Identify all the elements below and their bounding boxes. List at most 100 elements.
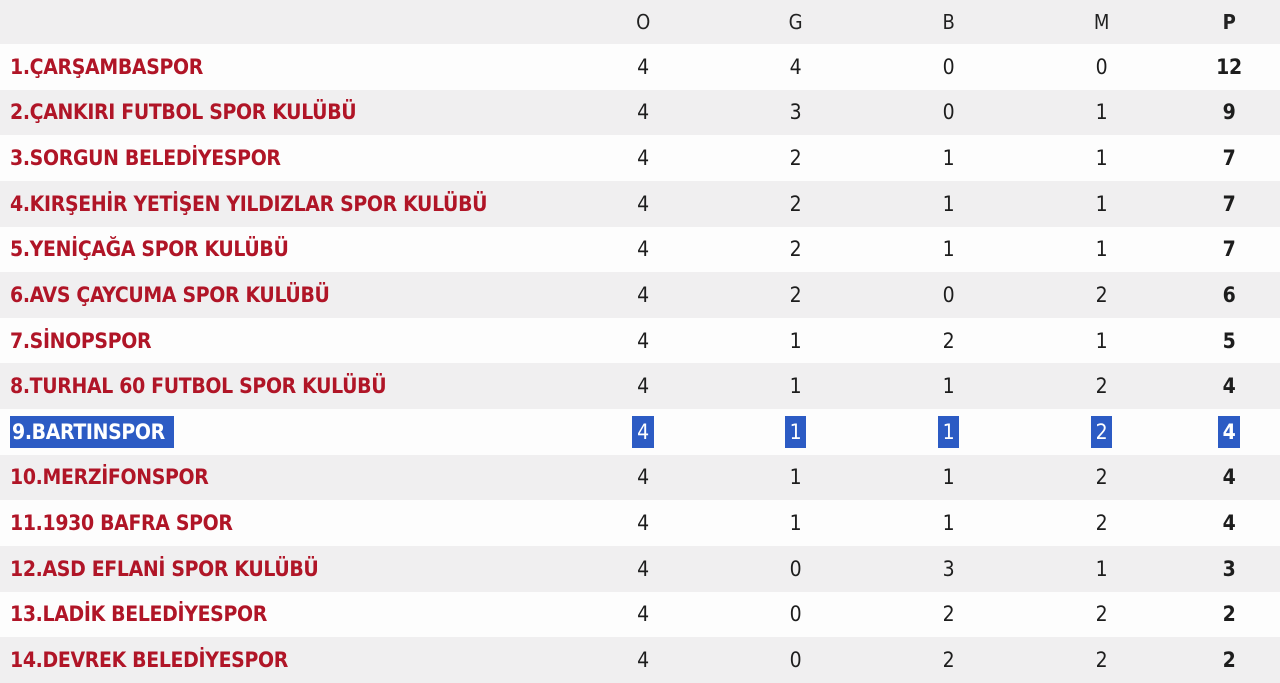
stat-losses-value: 2: [1095, 374, 1108, 399]
team-name: 6.AVS ÇAYCUMA SPOR KULÜBÜ: [10, 282, 330, 307]
stat-points-value: 4: [1217, 415, 1241, 448]
stat-wins-value: 2: [789, 282, 802, 307]
stat-wins: 0: [719, 648, 872, 672]
stat-losses: 0: [1025, 55, 1178, 79]
stat-draws: 1: [872, 146, 1025, 170]
team-name: 5.YENİÇAĞA SPOR KULÜBÜ: [10, 237, 289, 262]
stat-points-value: 7: [1222, 146, 1236, 171]
stat-draws: 1: [872, 374, 1025, 398]
stat-draws-value: 1: [937, 415, 960, 448]
stat-wins-value: 2: [789, 146, 802, 171]
team-name: 8.TURHAL 60 FUTBOL SPOR KULÜBÜ: [10, 374, 387, 399]
team-name: 11.1930 BAFRA SPOR: [10, 511, 233, 536]
team-name-cell[interactable]: 2.ÇANKIRI FUTBOL SPOR KULÜBÜ: [0, 100, 567, 124]
stat-draws: 1: [872, 465, 1025, 489]
stat-draws-value: 0: [942, 54, 955, 79]
stat-wins: 2: [719, 283, 872, 307]
stat-wins: 3: [719, 100, 872, 124]
stat-losses-value: 0: [1095, 54, 1108, 79]
stat-points: 2: [1178, 648, 1280, 672]
team-name-cell[interactable]: 4.KIRŞEHİR YETİŞEN YILDIZLAR SPOR KULÜBÜ: [0, 192, 567, 216]
stat-played: 4: [567, 602, 719, 626]
table-row: 3.SORGUN BELEDİYESPOR 4 2 1 1 7: [0, 135, 1280, 181]
stat-played-value: 4: [637, 100, 649, 125]
table-row: 12.ASD EFLANİ SPOR KULÜBÜ 4 0 3 1 3: [0, 545, 1280, 592]
stat-draws: 0: [872, 100, 1025, 124]
table-row: 14.DEVREK BELEDİYESPOR 4 0 2 2 2: [0, 637, 1280, 683]
stat-losses: 2: [1025, 648, 1178, 672]
stat-losses-value: 2: [1095, 511, 1108, 536]
stat-wins: 2: [719, 192, 872, 216]
team-name-cell[interactable]: 3.SORGUN BELEDİYESPOR: [0, 146, 567, 170]
stat-wins-value: 1: [784, 415, 807, 448]
stat-draws-value: 3: [942, 556, 955, 581]
stat-losses-value: 1: [1095, 237, 1108, 262]
team-name: 10.MERZİFONSPOR: [10, 465, 209, 490]
stat-wins: 2: [719, 237, 872, 261]
stat-draws: 2: [872, 329, 1025, 353]
team-name-cell[interactable]: 5.YENİÇAĞA SPOR KULÜBÜ: [0, 237, 567, 261]
header-col-points: P: [1222, 10, 1236, 34]
stat-played: 4: [567, 648, 719, 672]
stat-played: 4: [567, 374, 719, 398]
stat-wins-value: 4: [789, 54, 802, 79]
stat-played-value: 4: [632, 415, 654, 448]
team-name: 14.DEVREK BELEDİYESPOR: [10, 647, 288, 672]
stat-wins: 1: [719, 415, 872, 448]
table-body: 1.ÇARŞAMBASPOR 4 4 0 0 12 2.ÇANKIRI FUTB…: [0, 44, 1280, 683]
stat-losses: 2: [1025, 511, 1178, 535]
stat-points: 4: [1178, 415, 1280, 448]
team-name-cell[interactable]: 11.1930 BAFRA SPOR: [0, 511, 567, 535]
table-row: 5.YENİÇAĞA SPOR KULÜBÜ 4 2 1 1 7: [0, 226, 1280, 273]
team-name: 4.KIRŞEHİR YETİŞEN YILDIZLAR SPOR KULÜBÜ: [10, 191, 488, 216]
stat-points: 6: [1178, 283, 1280, 307]
stat-losses-value: 1: [1095, 328, 1108, 353]
stat-played-value: 4: [637, 237, 649, 262]
team-name-cell[interactable]: 1.ÇARŞAMBASPOR: [0, 55, 567, 79]
stat-points: 7: [1178, 237, 1280, 261]
stat-points-value: 12: [1216, 54, 1242, 79]
team-name-cell[interactable]: 14.DEVREK BELEDİYESPOR: [0, 648, 567, 672]
stat-draws-value: 1: [942, 374, 955, 399]
stat-points-value: 5: [1222, 328, 1236, 353]
stat-played: 4: [567, 283, 719, 307]
team-name-cell[interactable]: 10.MERZİFONSPOR: [0, 465, 567, 489]
team-name-cell[interactable]: 12.ASD EFLANİ SPOR KULÜBÜ: [0, 557, 567, 581]
stat-played-value: 4: [637, 146, 649, 171]
stat-wins-value: 1: [789, 465, 802, 490]
stat-points-value: 4: [1222, 511, 1236, 536]
stat-played-value: 4: [637, 647, 649, 672]
stat-points-value: 6: [1222, 282, 1236, 307]
header-col-wins: G: [788, 10, 803, 34]
stat-played: 4: [567, 55, 719, 79]
stat-points-value: 7: [1222, 237, 1236, 262]
stat-points: 4: [1178, 374, 1280, 398]
table-row: 8.TURHAL 60 FUTBOL SPOR KULÜBÜ 4 1 1 2 4: [0, 363, 1280, 409]
team-name-cell[interactable]: 9.BARTINSPOR: [0, 415, 567, 448]
header-col-losses: M: [1093, 10, 1110, 34]
stat-losses-value: 1: [1095, 100, 1108, 125]
stat-points-value: 9: [1222, 100, 1236, 125]
stat-points: 4: [1178, 511, 1280, 535]
team-name-cell[interactable]: 13.LADİK BELEDİYESPOR: [0, 602, 567, 626]
stat-draws-value: 1: [942, 146, 955, 171]
table-row: 9.BARTINSPOR 4 1 1 2 4: [0, 409, 1280, 455]
table-row: 2.ÇANKIRI FUTBOL SPOR KULÜBÜ 4 3 0 1 9: [0, 89, 1280, 136]
team-name-cell[interactable]: 7.SİNOPSPOR: [0, 329, 567, 353]
team-name-cell[interactable]: 8.TURHAL 60 FUTBOL SPOR KULÜBÜ: [0, 374, 567, 398]
stat-draws: 0: [872, 55, 1025, 79]
team-name: 7.SİNOPSPOR: [10, 328, 152, 353]
stat-draws-value: 2: [942, 328, 955, 353]
stat-draws-value: 1: [942, 237, 955, 262]
team-name: 12.ASD EFLANİ SPOR KULÜBÜ: [10, 556, 319, 581]
table-row: 7.SİNOPSPOR 4 1 2 1 5: [0, 317, 1280, 364]
stat-points-value: 7: [1222, 191, 1236, 216]
stat-draws-value: 1: [942, 191, 955, 216]
team-name-cell[interactable]: 6.AVS ÇAYCUMA SPOR KULÜBÜ: [0, 283, 567, 307]
stat-draws: 3: [872, 557, 1025, 581]
stat-draws-value: 2: [942, 647, 955, 672]
stat-points: 9: [1178, 100, 1280, 124]
stat-played: 4: [567, 557, 719, 581]
table-header-row: O G B M P: [0, 0, 1280, 44]
stat-played-value: 4: [637, 282, 649, 307]
